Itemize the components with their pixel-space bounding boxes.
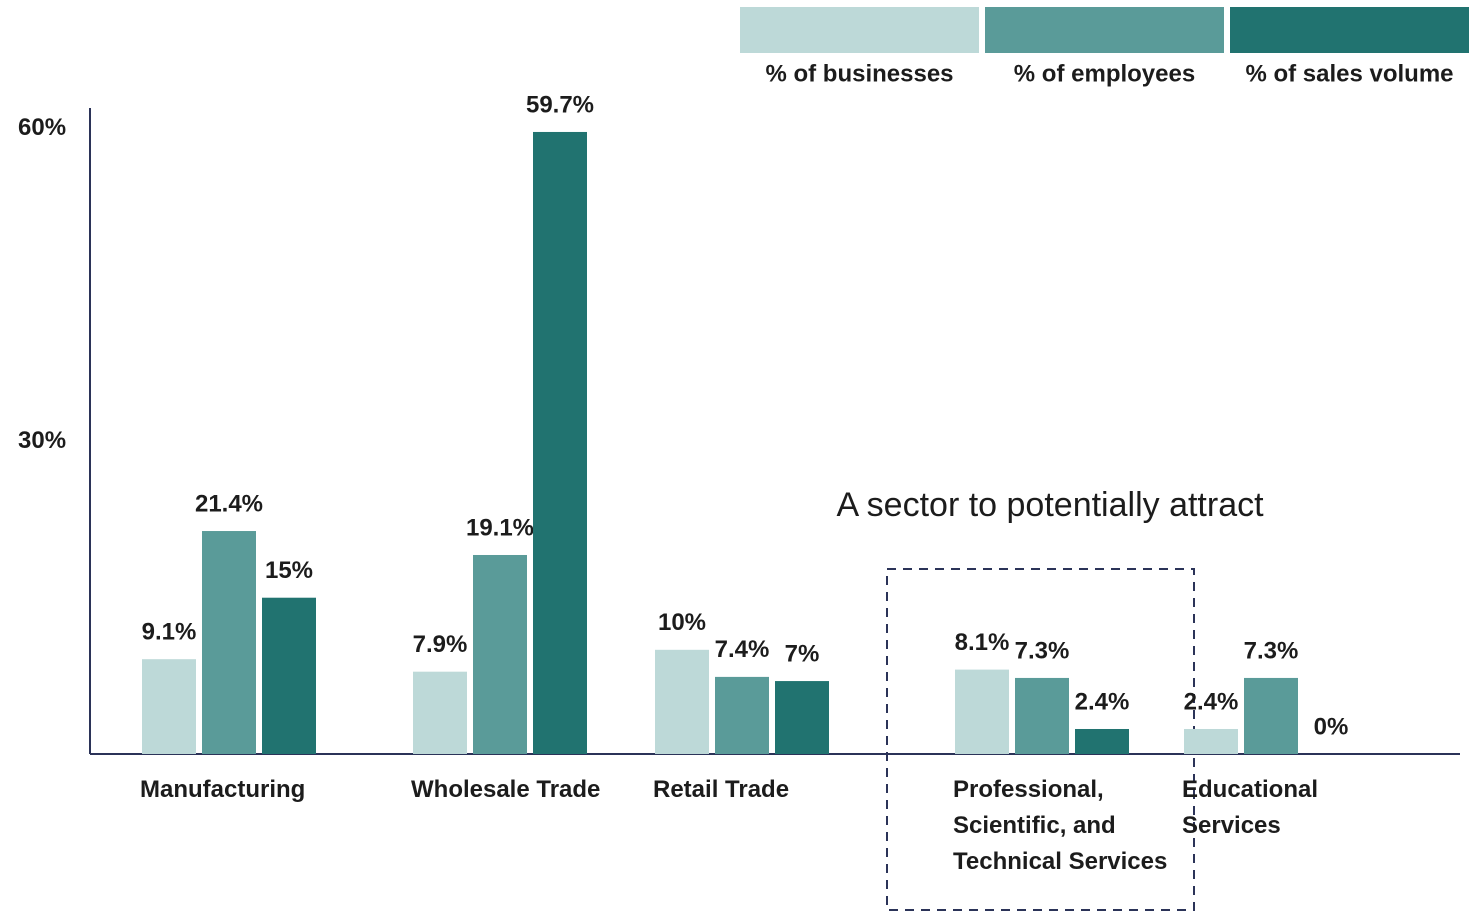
bar bbox=[473, 554, 527, 754]
data-label: 7% bbox=[785, 640, 820, 667]
x-tick-label: Retail Trade bbox=[653, 776, 790, 803]
data-label: 7.3% bbox=[1015, 637, 1070, 664]
legend-label: % of sales volume bbox=[1245, 60, 1453, 87]
y-tick-label: 30% bbox=[18, 427, 66, 454]
data-label: 0% bbox=[1314, 713, 1349, 740]
legend-swatch bbox=[985, 7, 1224, 53]
data-label: 7.4% bbox=[715, 636, 770, 663]
bar bbox=[533, 131, 587, 754]
data-label: 9.1% bbox=[142, 619, 197, 646]
bar bbox=[1075, 728, 1129, 754]
bar bbox=[655, 649, 709, 754]
data-label: 2.4% bbox=[1184, 688, 1239, 715]
legend-label: % of businesses bbox=[765, 60, 953, 87]
y-tick-label: 60% bbox=[18, 114, 66, 141]
bar bbox=[715, 676, 769, 754]
data-label: 8.1% bbox=[955, 629, 1010, 656]
data-label: 19.1% bbox=[466, 514, 534, 541]
annotation: A sector to potentially attract bbox=[836, 486, 1264, 524]
bar bbox=[413, 671, 467, 754]
bar bbox=[1184, 728, 1238, 754]
x-tick-label: Educational Services bbox=[1182, 776, 1319, 839]
legend-label: % of employees bbox=[1014, 60, 1195, 87]
bar bbox=[262, 597, 316, 754]
data-label: 10% bbox=[658, 609, 706, 636]
legend-swatch bbox=[740, 7, 979, 53]
bar bbox=[1015, 677, 1069, 754]
x-tick-label: Manufacturing bbox=[140, 776, 306, 803]
legend-swatch bbox=[1230, 7, 1469, 53]
data-label: 15% bbox=[265, 557, 313, 584]
x-tick-label: Wholesale Trade bbox=[411, 776, 601, 803]
data-label: 7.3% bbox=[1244, 637, 1299, 664]
highlight-box bbox=[886, 568, 1195, 911]
data-label: 59.7% bbox=[526, 91, 594, 118]
bar bbox=[202, 531, 256, 754]
data-label: 21.4% bbox=[195, 490, 263, 517]
bar bbox=[955, 669, 1009, 754]
data-label: 2.4% bbox=[1075, 688, 1130, 715]
x-tick-label: Professional, Scientific, and Technical … bbox=[953, 776, 1168, 875]
bar bbox=[775, 681, 829, 754]
bar bbox=[142, 659, 196, 754]
data-label: 7.9% bbox=[413, 631, 468, 658]
bar bbox=[1244, 677, 1298, 754]
